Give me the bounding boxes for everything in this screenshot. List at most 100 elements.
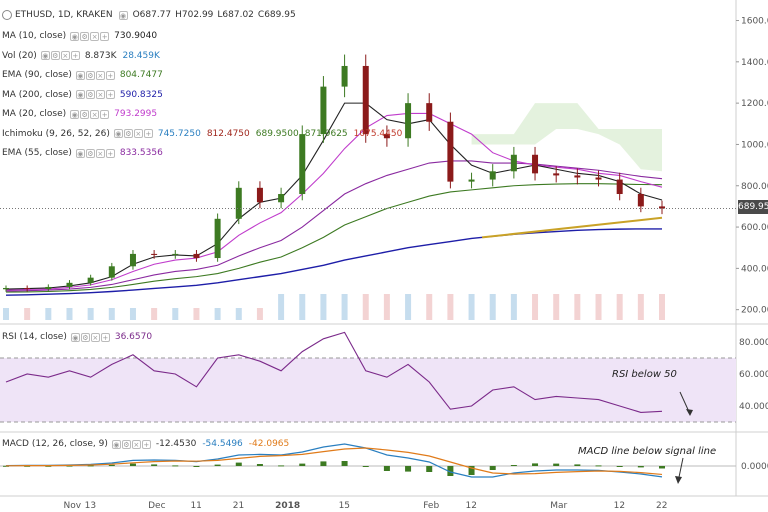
indicator-controls[interactable]: ◉ ⚙ × + — [75, 148, 116, 158]
more-icon[interactable]: + — [100, 332, 110, 342]
time-tick-label: Mar — [550, 501, 567, 511]
eye-icon[interactable]: ◉ — [118, 10, 128, 20]
close-icon[interactable]: × — [90, 31, 100, 41]
candle-body — [595, 177, 602, 180]
indicator-legend[interactable]: Vol (20) ◉ ⚙ × +8.873K 28.459K — [2, 49, 166, 63]
candle-body — [87, 277, 94, 283]
indicator-value: 812.4750 — [206, 128, 250, 139]
volume-bar — [278, 294, 285, 320]
indicator-title: MA (200, close) — [2, 89, 72, 100]
indicator-legend[interactable]: Ichimoku (9, 26, 52, 26) ◉ ⚙ × +745.7250 812.… — [2, 127, 408, 141]
rsi-value: 36.6570 — [114, 332, 153, 342]
candle-body — [510, 154, 517, 172]
symbol-legend[interactable]: ETHUSD, 1D, KRAKEN ◉ O687.77 H702.99 L68… — [2, 8, 296, 22]
close-icon[interactable]: × — [95, 70, 105, 80]
price-tick-label: 1200.00 — [741, 99, 768, 109]
indicator-legend[interactable]: EMA (90, close) ◉ ⚙ × +804.7477 — [2, 68, 169, 82]
settings-icon[interactable]: ⚙ — [123, 129, 133, 138]
macd-histogram-bar — [616, 466, 623, 467]
time-tick-label: 15 — [339, 501, 350, 511]
symbol-controls[interactable]: ◉ — [118, 10, 129, 20]
settings-icon[interactable]: ⚙ — [85, 70, 95, 80]
more-icon[interactable]: + — [143, 129, 153, 138]
eye-icon[interactable]: ◉ — [111, 439, 121, 449]
macd-histogram-bar — [320, 461, 327, 466]
macd-controls[interactable]: ◉ ⚙ × + — [111, 439, 152, 449]
indicator-value: 871.9625 — [304, 128, 348, 139]
indicator-controls[interactable]: ◉ ⚙ × + — [75, 90, 116, 99]
macd-histogram-bar — [362, 466, 369, 467]
rsi-controls[interactable]: ◉ ⚙ × + — [70, 332, 111, 342]
settings-icon[interactable]: ⚙ — [80, 109, 90, 119]
more-icon[interactable]: + — [105, 90, 115, 99]
settings-icon[interactable]: ⚙ — [85, 90, 95, 99]
volume-bar — [637, 294, 644, 320]
candle-body — [447, 121, 454, 182]
eye-icon[interactable]: ◉ — [70, 31, 80, 41]
macd-legend[interactable]: MACD (12, 26, close, 9) ◉ ⚙ × + -12.4530 -5… — [2, 437, 289, 451]
eye-icon[interactable]: ◉ — [113, 129, 123, 138]
more-icon[interactable]: + — [70, 51, 80, 60]
settings-icon[interactable]: ⚙ — [80, 332, 90, 342]
close-icon[interactable]: × — [131, 439, 141, 449]
rsi-annotation: RSI below 50 — [612, 369, 677, 380]
indicator-legend[interactable]: MA (20, close) ◉ ⚙ × +793.2995 — [2, 107, 163, 121]
indicator-controls[interactable]: ◉ ⚙ × + — [113, 129, 154, 138]
macd-histogram-bar — [468, 466, 475, 475]
settings-icon[interactable]: ⚙ — [50, 51, 60, 60]
more-icon[interactable]: + — [105, 148, 115, 158]
more-icon[interactable]: + — [105, 70, 115, 80]
volume-bar — [510, 294, 517, 320]
volume-bar — [151, 308, 158, 320]
indicator-controls[interactable]: ◉ ⚙ × + — [70, 109, 110, 119]
settings-icon[interactable]: ⚙ — [121, 439, 131, 449]
indicator-value: 689.9500 — [255, 128, 299, 139]
indicator-legend[interactable]: MA (10, close) ◉ ⚙ × +730.9040 — [2, 29, 163, 43]
indicator-controls[interactable]: ◉ ⚙ × + — [40, 51, 81, 60]
time-tick-label: 13 — [85, 501, 96, 511]
eye-icon[interactable]: ◉ — [40, 51, 50, 60]
indicator-legend[interactable]: EMA (55, close) ◉ ⚙ × +833.5356 — [2, 146, 169, 160]
more-icon[interactable]: + — [100, 31, 110, 41]
close-icon[interactable]: × — [90, 109, 100, 119]
macd-histogram-bar — [129, 463, 136, 466]
settings-icon[interactable]: ⚙ — [85, 148, 95, 158]
rsi-line — [5, 331, 663, 413]
more-icon[interactable]: + — [100, 109, 110, 119]
eye-icon[interactable]: ◉ — [70, 109, 80, 119]
close-icon[interactable]: × — [60, 51, 70, 60]
volume-bar — [87, 308, 94, 320]
ichimoku-cloud — [471, 103, 662, 172]
candle-body — [362, 65, 369, 135]
ohlc-close: C689.95 — [257, 10, 296, 20]
time-tick-label: 12 — [466, 501, 477, 511]
candle-body — [383, 134, 390, 139]
volume-bar — [193, 308, 200, 320]
close-icon[interactable]: × — [95, 90, 105, 99]
volume-bar — [256, 308, 263, 320]
macd-histogram-bar — [193, 466, 200, 467]
indicator-value: 833.5356 — [119, 148, 163, 158]
indicator-controls[interactable]: ◉ ⚙ × + — [70, 31, 110, 41]
indicator-legend[interactable]: MA (200, close) ◉ ⚙ × +590.8325 — [2, 88, 169, 102]
more-icon[interactable]: + — [141, 439, 151, 449]
indicator-controls[interactable]: ◉ ⚙ × + — [75, 70, 116, 80]
macd-histogram-bar — [3, 465, 9, 467]
volume-bar — [616, 294, 623, 320]
eye-icon[interactable]: ◉ — [75, 148, 85, 158]
indicator-value: 1075.4450 — [353, 128, 403, 139]
rsi-legend[interactable]: RSI (14, close) ◉ ⚙ × + 36.6570 — [2, 330, 152, 344]
settings-icon[interactable]: ⚙ — [80, 31, 90, 41]
eye-icon[interactable]: ◉ — [70, 332, 80, 342]
volume-bar — [129, 308, 136, 320]
volume-bar — [532, 294, 539, 320]
close-icon[interactable]: × — [133, 129, 143, 138]
eye-icon[interactable]: ◉ — [75, 90, 85, 99]
eye-icon[interactable]: ◉ — [75, 70, 85, 80]
close-icon[interactable]: × — [90, 332, 100, 342]
close-icon[interactable]: × — [95, 148, 105, 158]
indicator-value: 28.459K — [122, 50, 160, 61]
